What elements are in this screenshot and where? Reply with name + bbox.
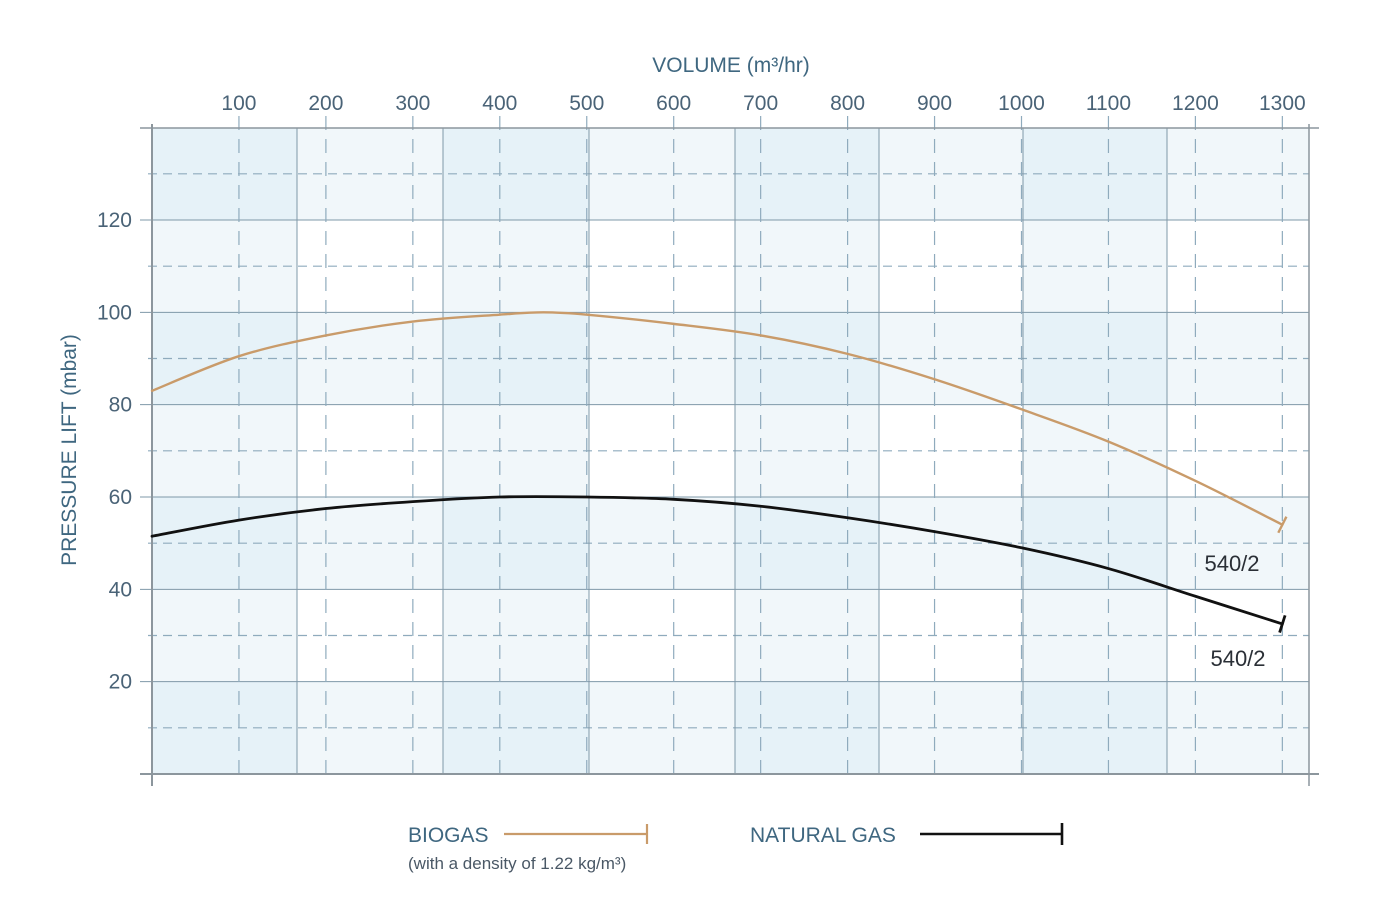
x-tick-label: 1200: [1172, 92, 1219, 115]
biogas-curve-label: 540/2: [1204, 551, 1259, 576]
x-tick-label: 600: [656, 92, 691, 115]
legend-biogas-note: (with a density of 1.22 kg/m³): [408, 854, 626, 873]
y-axis-title: PRESSURE LIFT (mbar): [58, 334, 81, 566]
x-tick-label: 300: [395, 92, 430, 115]
x-tick-label: 200: [308, 92, 343, 115]
x-tick-label: 100: [221, 92, 256, 115]
x-tick-label: 500: [569, 92, 604, 115]
x-tick-label: 1300: [1259, 92, 1306, 115]
natural-gas-curve: [150, 495, 1284, 626]
y-tick-label: 20: [109, 671, 132, 694]
legend: BIOGAS (with a density of 1.22 kg/m³) NA…: [408, 823, 1064, 873]
x-tick-label: 1000: [998, 92, 1045, 115]
x-tick-label: 800: [830, 92, 865, 115]
legend-item-natural-gas: NATURAL GAS: [750, 823, 1064, 847]
legend-item-biogas: BIOGAS (with a density of 1.22 kg/m³): [408, 824, 649, 873]
legend-natural-gas-label: NATURAL GAS: [750, 824, 896, 847]
biogas-curve: [150, 311, 1284, 526]
y-tick-label: 100: [97, 301, 132, 324]
biogas-endcap-icon: [1277, 516, 1288, 534]
x-tick-label: 900: [917, 92, 952, 115]
x-axis-title: VOLUME (m³/hr): [652, 54, 810, 77]
natural-gas-curve-label: 540/2: [1210, 646, 1265, 671]
axes: [140, 124, 1319, 786]
legend-biogas-label: BIOGAS: [408, 824, 489, 847]
natural-gas-endcap-icon: [1278, 614, 1287, 633]
x-tick-label: 400: [482, 92, 517, 115]
grid-lines: [140, 116, 1309, 774]
y-tick-label: 80: [109, 394, 132, 417]
y-tick-label: 60: [109, 486, 132, 509]
y-tick-label: 120: [97, 209, 132, 232]
x-tick-label: 700: [743, 92, 778, 115]
tick-labels: 100 200 300 400 500 600 700 800 900 1000 1100 1200 1…: [97, 92, 1306, 694]
y-tick-label: 40: [109, 578, 132, 601]
data-curves: [150, 311, 1288, 633]
x-tick-label: 1100: [1086, 92, 1131, 115]
